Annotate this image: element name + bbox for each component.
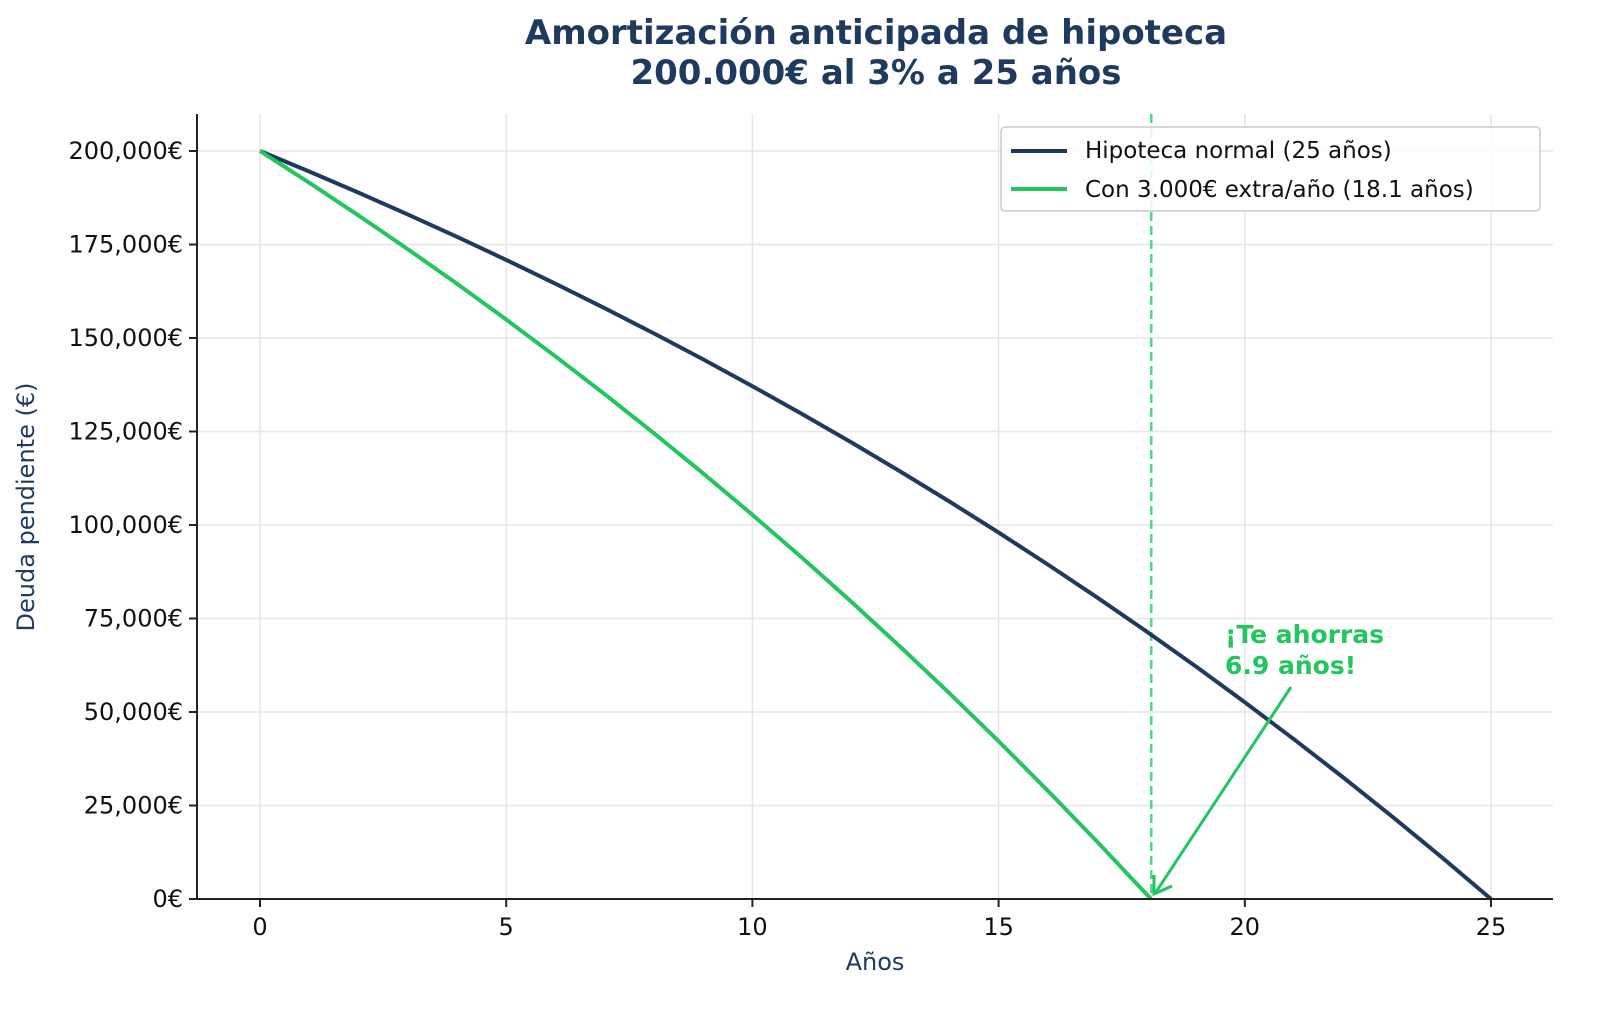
y-tick-label: 200,000€ [68,137,183,165]
arrow-head-icon [1152,875,1173,897]
x-axis-ticks: 0 5 10 15 20 25 [252,899,1506,941]
chart-title-line2: 200.000€ al 3% a 25 años [630,53,1121,93]
y-tick-label: 25,000€ [84,792,183,820]
y-tick-label: 150,000€ [68,324,183,352]
y-tick-label: 175,000€ [68,231,183,259]
series-normal-line [259,149,1493,901]
annotation-text-line2: 6.9 años! [1225,651,1356,680]
x-tick-label: 20 [1230,913,1261,941]
y-tick-label: 50,000€ [84,698,183,726]
series-extra-line [258,149,1153,901]
legend: Hipoteca normal (25 años) Con 3.000€ ext… [1000,126,1541,212]
x-tick-label: 15 [983,913,1014,941]
x-axis-label: Años [846,948,905,976]
x-tick-label: 10 [737,913,768,941]
x-tick-label: 25 [1476,913,1507,941]
legend-label-extra: Con 3.000€ extra/año (18.1 años) [1085,177,1474,203]
y-tick-label: 125,000€ [68,418,183,446]
gridlines [197,114,1553,900]
y-tick-label: 100,000€ [68,511,183,539]
savings-annotation: ¡Te ahorras 6.9 años! [1152,620,1384,897]
y-axis-label: Deuda pendiente (€) [12,383,40,632]
x-tick-label: 0 [252,913,267,941]
legend-box [1000,126,1541,212]
x-tick-label: 5 [499,913,514,941]
y-axis-ticks: 0€ 25,000€ 50,000€ 75,000€ 100,000€ 125,000€ 1… [68,137,197,913]
y-tick-label: 0€ [152,885,183,913]
annotation-text-line1: ¡Te ahorras [1225,620,1384,649]
chart-title-line1: Amortización anticipada de hipoteca [525,13,1227,53]
legend-label-normal: Hipoteca normal (25 años) [1085,138,1392,164]
y-tick-label: 75,000€ [84,605,183,633]
annotation-arrow [1154,686,1293,893]
